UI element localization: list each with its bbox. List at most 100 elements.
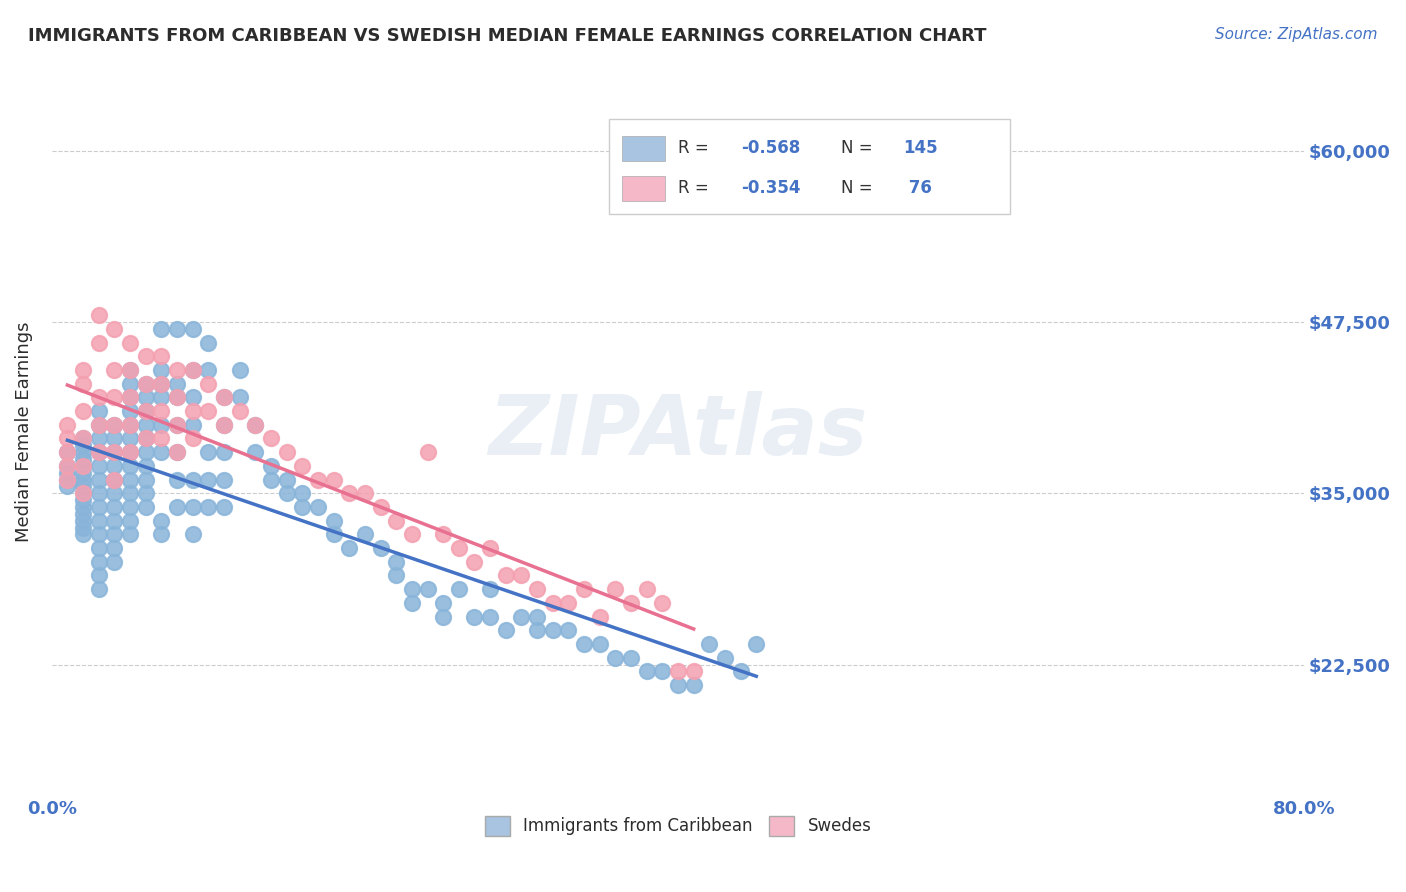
Point bbox=[479, 582, 502, 597]
Point bbox=[260, 473, 283, 487]
Point bbox=[166, 363, 188, 377]
Point bbox=[212, 473, 235, 487]
Point bbox=[212, 417, 235, 432]
Point bbox=[56, 466, 79, 480]
Point bbox=[463, 609, 485, 624]
Point bbox=[479, 609, 502, 624]
Point bbox=[432, 527, 454, 541]
FancyBboxPatch shape bbox=[609, 120, 1010, 214]
Point bbox=[118, 527, 141, 541]
Point bbox=[87, 390, 110, 404]
Point bbox=[212, 445, 235, 459]
Point bbox=[260, 458, 283, 473]
Point bbox=[541, 624, 564, 638]
Point bbox=[682, 678, 704, 692]
Point bbox=[605, 582, 627, 597]
Point bbox=[150, 527, 173, 541]
Point bbox=[166, 417, 188, 432]
Point bbox=[228, 404, 250, 418]
Point bbox=[245, 445, 267, 459]
Point bbox=[103, 514, 125, 528]
Point bbox=[103, 417, 125, 432]
Point bbox=[197, 335, 219, 350]
Point bbox=[354, 486, 377, 500]
Text: 76: 76 bbox=[904, 179, 932, 197]
Point bbox=[401, 582, 423, 597]
Point bbox=[166, 445, 188, 459]
Point bbox=[87, 417, 110, 432]
Point bbox=[103, 500, 125, 514]
Point bbox=[526, 624, 548, 638]
Point bbox=[118, 417, 141, 432]
Point bbox=[72, 458, 94, 473]
Point bbox=[463, 555, 485, 569]
Point bbox=[72, 458, 94, 473]
Text: ZIPAtlas: ZIPAtlas bbox=[488, 391, 868, 472]
Point bbox=[118, 363, 141, 377]
Point bbox=[135, 404, 157, 418]
Point bbox=[510, 568, 533, 582]
Point bbox=[181, 527, 204, 541]
Point bbox=[87, 473, 110, 487]
Point bbox=[72, 376, 94, 391]
Point bbox=[118, 417, 141, 432]
Point bbox=[150, 376, 173, 391]
Point bbox=[605, 650, 627, 665]
Point bbox=[72, 432, 94, 446]
Point bbox=[276, 445, 298, 459]
Point bbox=[87, 445, 110, 459]
Point bbox=[118, 432, 141, 446]
Point bbox=[479, 541, 502, 555]
Point bbox=[150, 376, 173, 391]
Point bbox=[72, 527, 94, 541]
Point bbox=[228, 390, 250, 404]
Point bbox=[541, 596, 564, 610]
Point bbox=[103, 486, 125, 500]
Text: Source: ZipAtlas.com: Source: ZipAtlas.com bbox=[1215, 27, 1378, 42]
Point bbox=[72, 466, 94, 480]
Point bbox=[135, 376, 157, 391]
Point bbox=[103, 363, 125, 377]
Point bbox=[636, 582, 658, 597]
Point bbox=[87, 458, 110, 473]
Point bbox=[651, 665, 673, 679]
Point bbox=[150, 390, 173, 404]
Point bbox=[72, 473, 94, 487]
Point bbox=[197, 500, 219, 514]
Point bbox=[495, 624, 517, 638]
Point bbox=[56, 479, 79, 493]
Point bbox=[745, 637, 768, 651]
Point bbox=[103, 473, 125, 487]
Point bbox=[197, 376, 219, 391]
Point bbox=[72, 432, 94, 446]
Point bbox=[447, 541, 470, 555]
Point bbox=[56, 445, 79, 459]
Point bbox=[181, 432, 204, 446]
Point bbox=[276, 473, 298, 487]
Point bbox=[322, 527, 344, 541]
Point bbox=[557, 624, 579, 638]
Point bbox=[401, 596, 423, 610]
Bar bbox=[621, 176, 665, 202]
Point bbox=[118, 458, 141, 473]
Point bbox=[118, 363, 141, 377]
Point bbox=[181, 404, 204, 418]
Point bbox=[87, 568, 110, 582]
Point bbox=[118, 376, 141, 391]
Point bbox=[228, 363, 250, 377]
Point bbox=[103, 527, 125, 541]
Y-axis label: Median Female Earnings: Median Female Earnings bbox=[15, 321, 32, 541]
Point bbox=[135, 432, 157, 446]
Point bbox=[118, 445, 141, 459]
Point bbox=[307, 473, 329, 487]
Point bbox=[572, 582, 595, 597]
Point bbox=[714, 650, 737, 665]
Point bbox=[87, 445, 110, 459]
Point bbox=[72, 493, 94, 508]
Point bbox=[337, 541, 360, 555]
Point bbox=[118, 486, 141, 500]
Point bbox=[87, 335, 110, 350]
Point bbox=[682, 665, 704, 679]
Point bbox=[103, 445, 125, 459]
Point bbox=[245, 417, 267, 432]
